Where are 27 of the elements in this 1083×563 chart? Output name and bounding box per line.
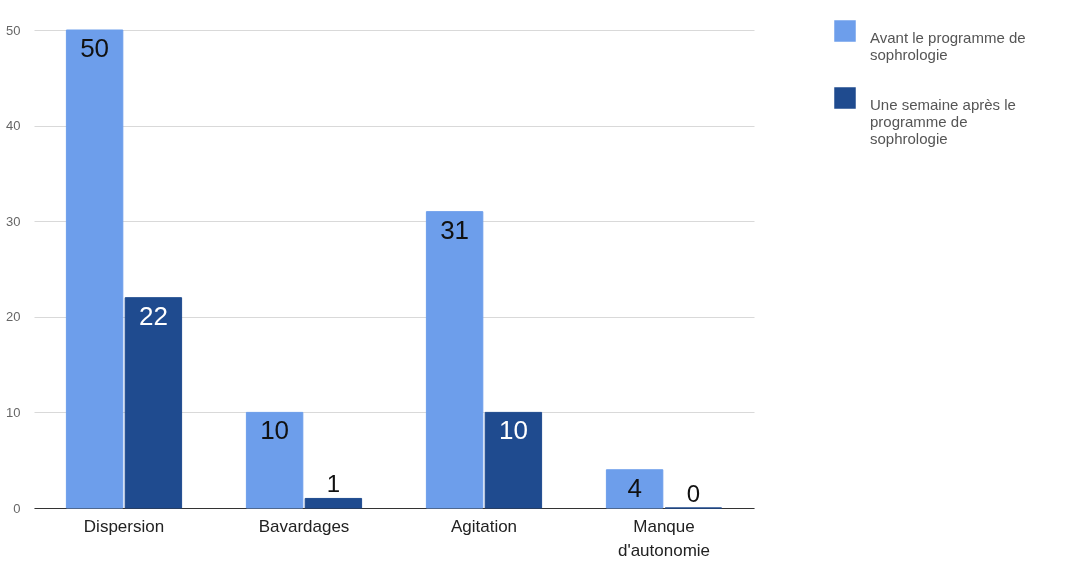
y-tick-label: 40 (6, 118, 21, 134)
bar (425, 211, 484, 509)
x-tick-label: Agitation (450, 516, 518, 536)
bar (484, 411, 543, 509)
data-label: 31 (440, 214, 470, 245)
legend-label: Une semaine après le programme de sophrologie (870, 96, 1016, 147)
bar (605, 469, 664, 509)
y-tick-label: 10 (6, 404, 21, 420)
y-tick-label: 20 (6, 309, 21, 325)
legend-label: Avant le programme de sophrologie (870, 29, 1026, 63)
x-tick-label: Bavardages (258, 516, 350, 536)
y-tick-label: 50 (6, 22, 21, 38)
y-tick-label: 30 (6, 213, 21, 229)
data-label: 10 (498, 415, 528, 446)
data-label: 1 (326, 470, 341, 498)
bar (245, 411, 304, 509)
x-tick-label: Manque d'autonomie (617, 516, 711, 560)
x-tick-label: Dispersion (83, 516, 165, 536)
y-tick-label: 0 (13, 500, 21, 516)
data-label: 22 (138, 300, 168, 331)
data-label: 0 (686, 480, 701, 507)
bar (124, 297, 183, 509)
data-label: 50 (80, 33, 110, 63)
bar (304, 497, 363, 509)
data-label: 10 (260, 415, 290, 446)
data-label: 4 (627, 472, 642, 503)
bar (65, 29, 124, 509)
